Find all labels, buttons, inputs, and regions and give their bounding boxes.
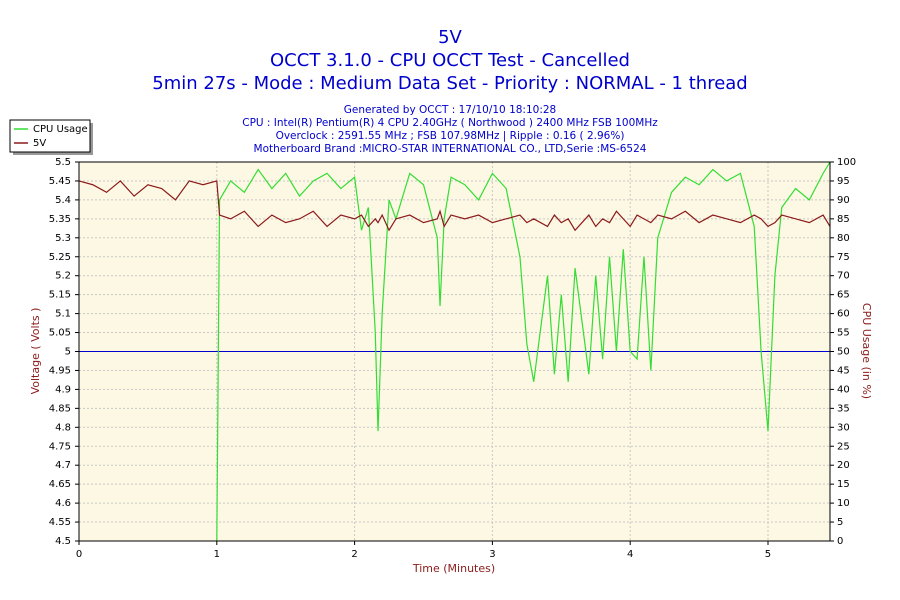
y-tick-label: 4.9 <box>55 384 71 395</box>
y2-tick-label: 75 <box>837 252 850 263</box>
series-line <box>78 180 831 232</box>
y2-tick-label: 65 <box>837 290 850 301</box>
y-tick-label: 5.25 <box>49 252 71 263</box>
chart-subtitle: OCCT 3.1.0 - CPU OCCT Test - Cancelled <box>270 50 630 71</box>
y2-tick-label: 50 <box>837 347 850 358</box>
plot-frame <box>78 161 831 542</box>
x-tick-label: 3 <box>489 549 495 560</box>
y2-tick-label: 30 <box>837 422 850 433</box>
y-tick-label: 5.4 <box>55 195 71 206</box>
chart-title: 5V <box>438 27 462 48</box>
y-axis-label: Voltage ( Volts ) <box>29 308 42 395</box>
info-line: Motherboard Brand :MICRO-STAR INTERNATIO… <box>254 143 647 155</box>
info-line: Overclock : 2591.55 MHz ; FSB 107.98MHz … <box>276 130 625 142</box>
y2-tick-label: 70 <box>837 271 850 282</box>
chart-subtitle: 5min 27s - Mode : Medium Data Set - Prio… <box>152 73 747 94</box>
x-tick-label: 2 <box>351 549 357 560</box>
y-tick-label: 5.35 <box>49 214 71 225</box>
y-tick-label: 5.3 <box>55 233 71 244</box>
y2-tick-label: 95 <box>837 176 850 187</box>
y2-tick-label: 55 <box>837 328 850 339</box>
y2-tick-label: 45 <box>837 365 850 376</box>
y-tick-label: 5.45 <box>49 176 71 187</box>
y2-tick-label: 0 <box>837 536 843 547</box>
y-tick-label: 4.5 <box>55 536 71 547</box>
y2-tick-label: 85 <box>837 214 850 225</box>
y-tick-label: 5.15 <box>49 290 71 301</box>
y-tick-label: 4.6 <box>55 498 71 509</box>
x-tick-label: 4 <box>627 549 633 560</box>
y2-tick-label: 40 <box>837 384 850 395</box>
series-line <box>216 161 831 542</box>
y-tick-label: 5.5 <box>55 157 71 168</box>
y2-tick-label: 35 <box>837 403 850 414</box>
y-tick-label: 5.2 <box>55 271 71 282</box>
y2-tick-label: 15 <box>837 479 850 490</box>
y-tick-label: 4.85 <box>49 403 71 414</box>
y-tick-label: 4.8 <box>55 422 71 433</box>
info-line: CPU : Intel(R) Pentium(R) 4 CPU 2.40GHz … <box>242 117 658 129</box>
y2-tick-label: 90 <box>837 195 850 206</box>
y2-tick-label: 80 <box>837 233 850 244</box>
y-tick-label: 4.75 <box>49 441 71 452</box>
x-tick-label: 5 <box>765 549 771 560</box>
y2-tick-label: 10 <box>837 498 850 509</box>
y2-tick-label: 25 <box>837 441 850 452</box>
y2-tick-label: 100 <box>837 157 856 168</box>
info-line: Generated by OCCT : 17/10/10 18:10:28 <box>344 104 556 116</box>
x-tick-label: 1 <box>214 549 220 560</box>
y-tick-label: 5.05 <box>49 328 71 339</box>
x-axis-label: Time (Minutes) <box>412 562 495 575</box>
legend-box <box>9 119 91 153</box>
y-tick-label: 4.65 <box>49 479 71 490</box>
legend-label: CPU Usage <box>33 124 88 135</box>
y-tick-label: 5.1 <box>55 309 71 320</box>
y-tick-label: 4.95 <box>49 365 71 376</box>
y2-tick-label: 20 <box>837 460 850 471</box>
y-tick-label: 5 <box>65 347 71 358</box>
y2-tick-label: 60 <box>837 309 850 320</box>
y-tick-label: 4.7 <box>55 460 71 471</box>
x-tick-label: 0 <box>76 549 82 560</box>
y2-axis-label: CPU Usage (in %) <box>860 303 873 399</box>
y2-tick-label: 5 <box>837 517 843 528</box>
legend-label: 5V <box>33 138 46 149</box>
y-tick-label: 4.55 <box>49 517 71 528</box>
